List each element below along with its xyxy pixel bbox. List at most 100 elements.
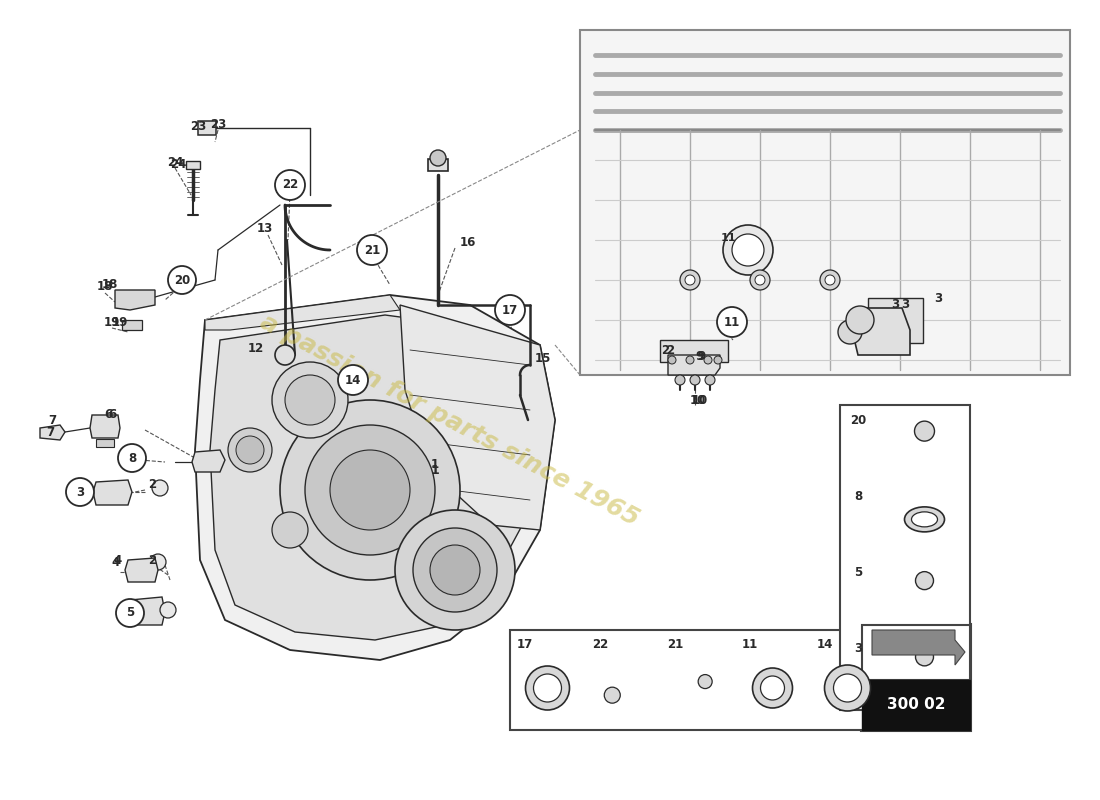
Text: 1: 1 [431, 458, 439, 471]
Text: 3: 3 [76, 486, 84, 498]
Circle shape [915, 648, 934, 666]
Circle shape [285, 375, 336, 425]
Circle shape [150, 554, 166, 570]
Circle shape [228, 428, 272, 472]
Text: 300 02: 300 02 [887, 698, 945, 712]
Circle shape [750, 270, 770, 290]
Circle shape [604, 687, 620, 703]
Circle shape [275, 345, 295, 365]
Circle shape [160, 602, 176, 618]
Circle shape [846, 306, 874, 334]
Circle shape [495, 295, 525, 325]
Text: 11: 11 [741, 638, 758, 651]
Text: 6: 6 [103, 409, 112, 422]
Text: 7: 7 [46, 426, 54, 438]
FancyBboxPatch shape [840, 405, 970, 710]
Polygon shape [90, 415, 120, 438]
FancyBboxPatch shape [862, 625, 970, 680]
Text: 13: 13 [257, 222, 273, 234]
Circle shape [412, 528, 497, 612]
Circle shape [717, 307, 747, 337]
Circle shape [705, 375, 715, 385]
Text: 5: 5 [854, 566, 862, 579]
Text: 17: 17 [517, 638, 534, 651]
Circle shape [330, 450, 410, 530]
Text: 6: 6 [108, 409, 117, 422]
Circle shape [395, 510, 515, 630]
Text: 16: 16 [460, 237, 476, 250]
Polygon shape [192, 450, 226, 472]
Circle shape [272, 362, 348, 438]
Text: 3: 3 [854, 642, 862, 655]
Circle shape [675, 375, 685, 385]
Text: 4: 4 [114, 554, 122, 566]
Text: 18: 18 [102, 278, 118, 291]
Text: 14: 14 [817, 638, 833, 651]
Polygon shape [210, 315, 540, 640]
Text: 20: 20 [850, 414, 866, 426]
FancyBboxPatch shape [580, 30, 1070, 375]
Circle shape [760, 676, 784, 700]
Circle shape [698, 674, 712, 689]
Circle shape [358, 235, 387, 265]
Text: 3: 3 [891, 298, 899, 311]
Bar [428, 159, 448, 171]
Text: EPC: EPC [186, 430, 454, 550]
Circle shape [275, 170, 305, 200]
Ellipse shape [904, 507, 945, 532]
Polygon shape [195, 295, 556, 660]
Polygon shape [872, 630, 965, 665]
Circle shape [430, 545, 480, 595]
Text: 22: 22 [282, 178, 298, 191]
Circle shape [732, 234, 764, 266]
Text: 19: 19 [112, 315, 129, 329]
Text: 21: 21 [667, 638, 683, 651]
Text: 12: 12 [248, 342, 264, 354]
FancyBboxPatch shape [660, 340, 728, 362]
Text: 19: 19 [103, 315, 120, 329]
Text: a passion for parts since 1965: a passion for parts since 1965 [256, 310, 644, 530]
Circle shape [714, 356, 722, 364]
Circle shape [834, 674, 861, 702]
Circle shape [272, 512, 308, 548]
Circle shape [690, 375, 700, 385]
Text: 11: 11 [724, 315, 740, 329]
Text: 10: 10 [690, 394, 706, 406]
Text: 8: 8 [128, 451, 136, 465]
Polygon shape [126, 597, 165, 625]
Circle shape [825, 665, 870, 711]
Ellipse shape [912, 512, 937, 527]
Circle shape [914, 421, 935, 441]
Text: 5: 5 [125, 606, 134, 619]
FancyBboxPatch shape [862, 680, 970, 730]
Circle shape [825, 275, 835, 285]
Bar [96, 439, 114, 447]
Circle shape [430, 150, 446, 166]
Circle shape [116, 599, 144, 627]
Text: 3: 3 [901, 298, 909, 311]
Polygon shape [125, 558, 158, 582]
Circle shape [534, 674, 561, 702]
Polygon shape [852, 308, 910, 355]
Text: 18: 18 [97, 281, 113, 294]
Text: 4: 4 [112, 557, 120, 570]
Circle shape [168, 266, 196, 294]
Text: 2: 2 [147, 478, 156, 491]
Circle shape [338, 365, 368, 395]
Circle shape [236, 436, 264, 464]
Polygon shape [205, 295, 400, 330]
Text: 9: 9 [696, 350, 704, 363]
Circle shape [152, 480, 168, 496]
Bar [186, 161, 200, 169]
Text: 23: 23 [190, 121, 206, 134]
Text: 3: 3 [934, 291, 942, 305]
Circle shape [685, 275, 695, 285]
Text: 8: 8 [854, 490, 862, 502]
Circle shape [755, 275, 764, 285]
FancyBboxPatch shape [868, 298, 923, 343]
Text: 20: 20 [174, 274, 190, 286]
Text: 7: 7 [48, 414, 56, 426]
Text: 24: 24 [167, 155, 184, 169]
Text: 10: 10 [692, 394, 708, 406]
Bar [122, 320, 142, 330]
